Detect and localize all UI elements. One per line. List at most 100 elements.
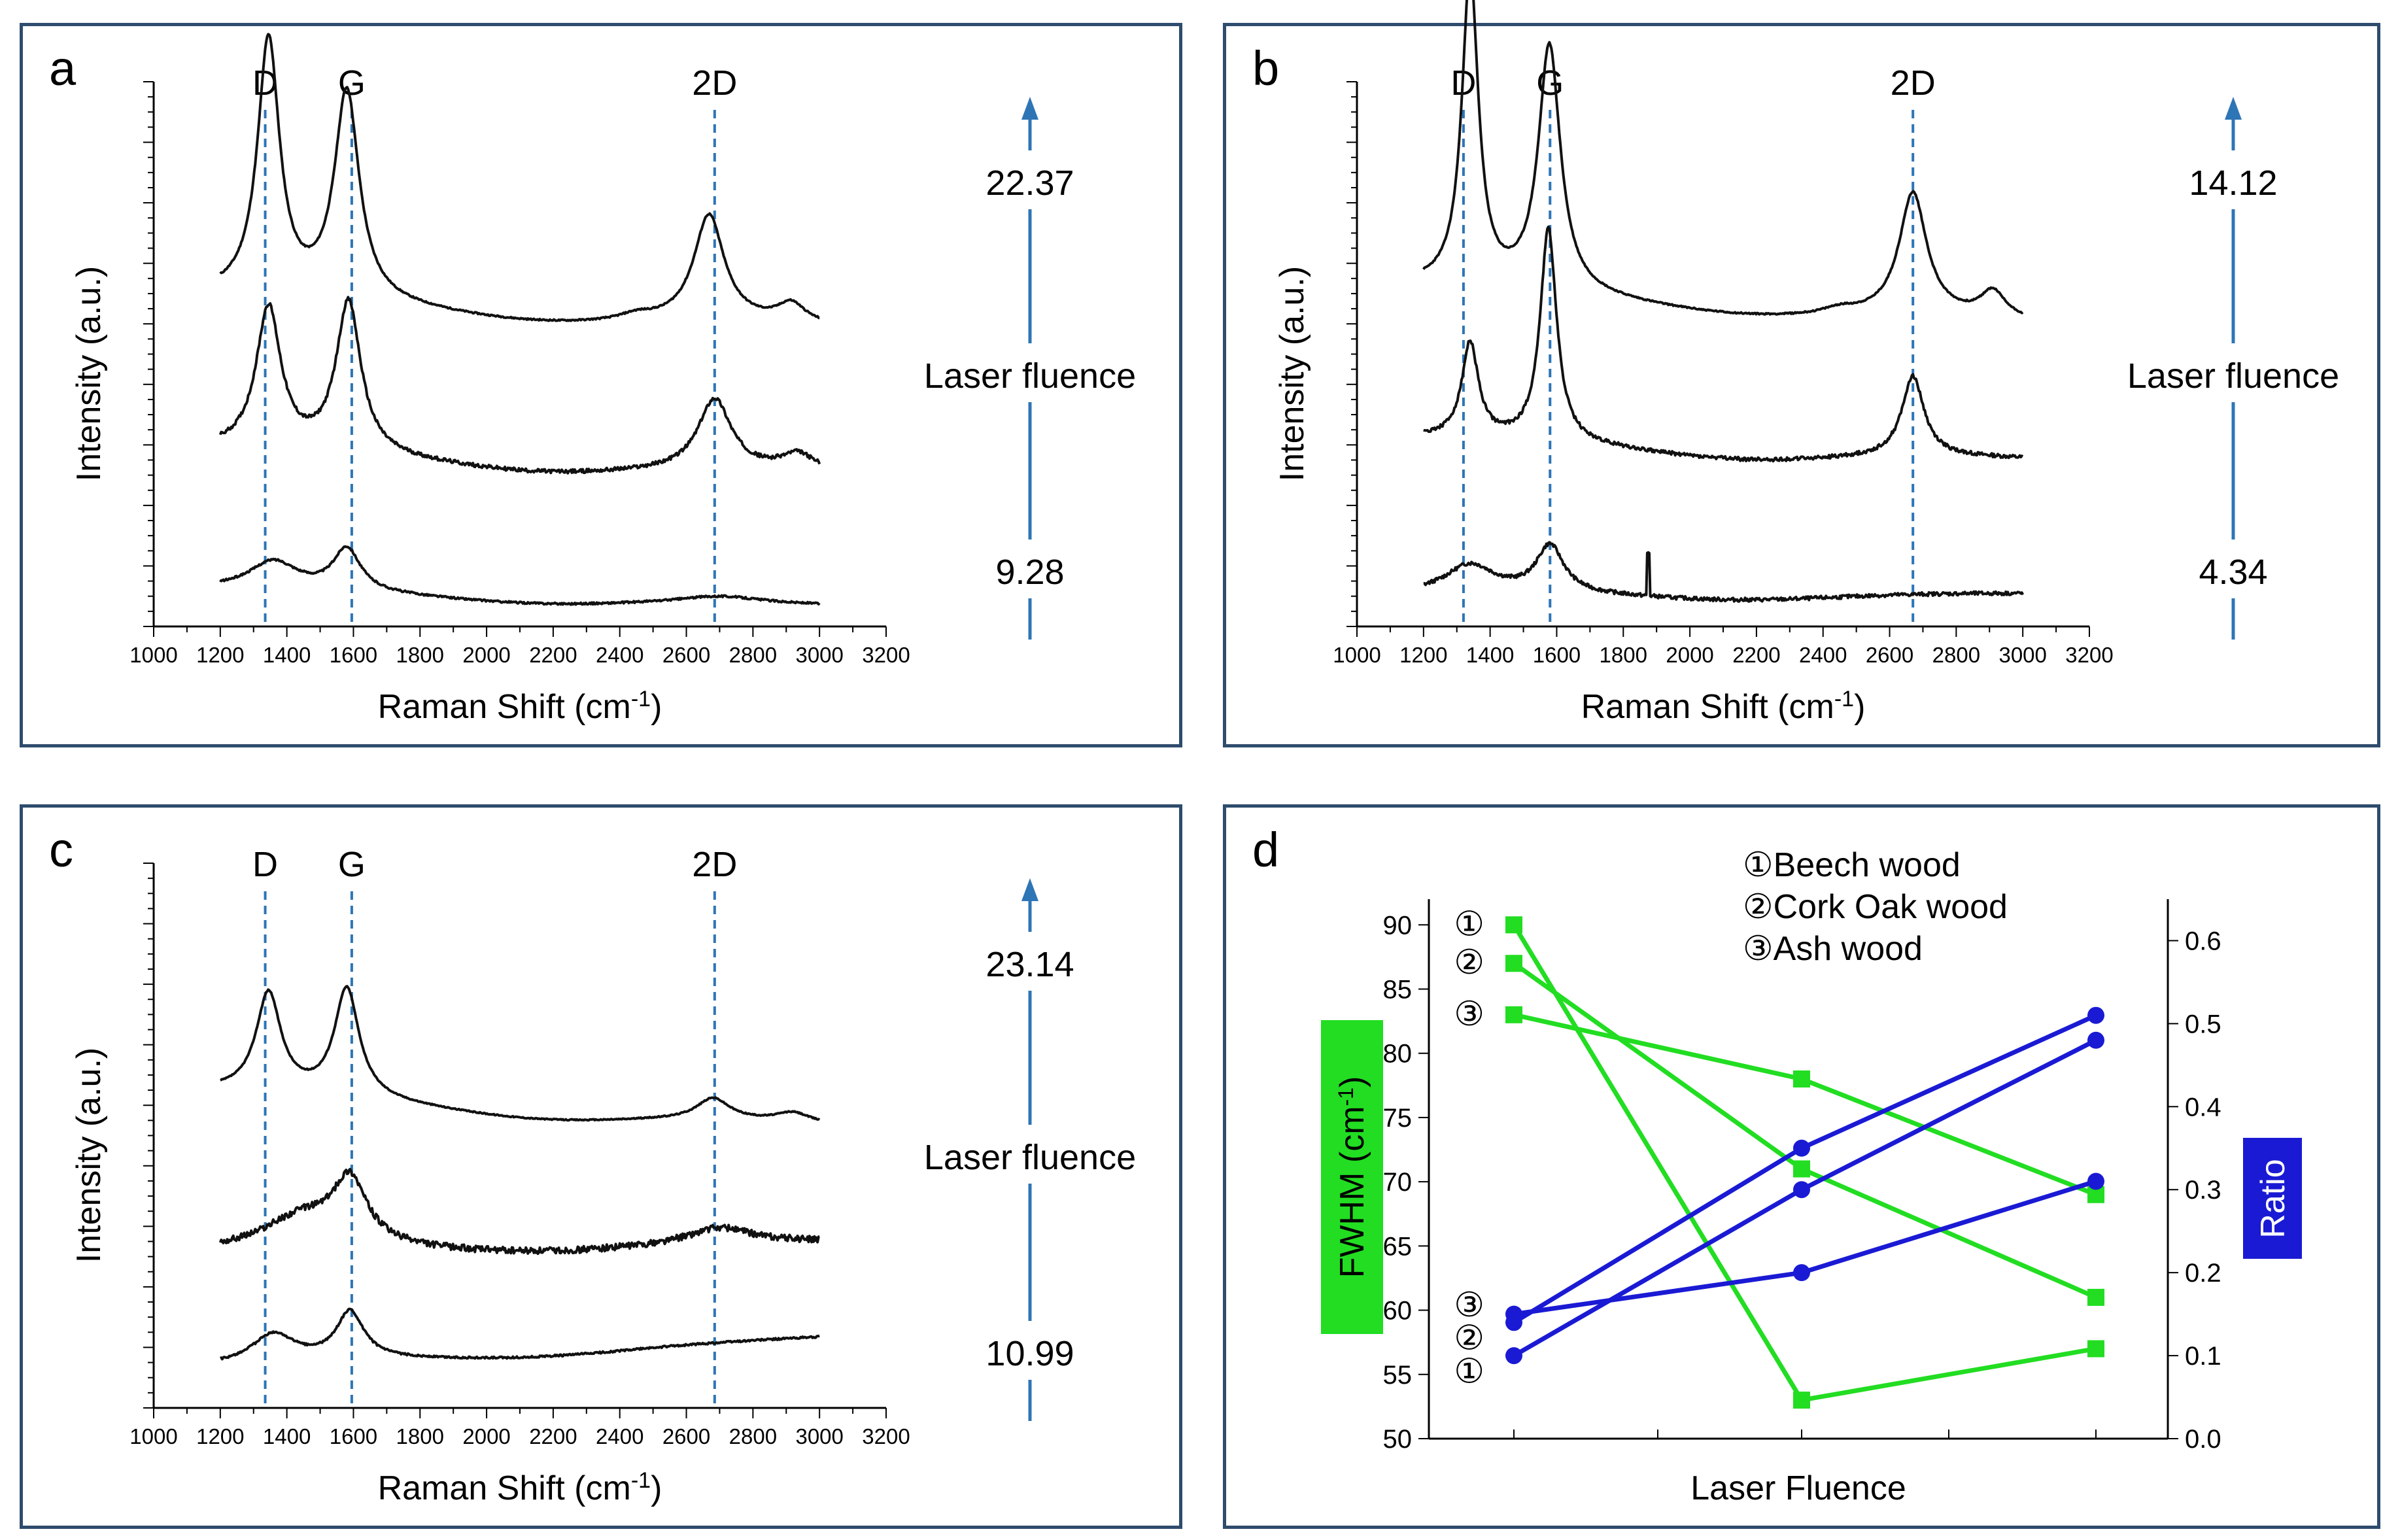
x-tick-label: 1400 bbox=[263, 1424, 311, 1448]
right-y-tick-label: 0.4 bbox=[2185, 1093, 2221, 1121]
x-tick-label: 1200 bbox=[1399, 643, 1447, 667]
fluence-label: Laser fluence bbox=[924, 356, 1136, 396]
x-tick-label: 2600 bbox=[1866, 643, 1913, 667]
fwhm-marker bbox=[1793, 1392, 1810, 1409]
series-line-6 bbox=[1513, 1179, 2097, 1317]
fluence-label: Laser fluence bbox=[2127, 356, 2339, 396]
fwhm-marker bbox=[1505, 1006, 1522, 1023]
spectrum-line-2 bbox=[218, 296, 821, 475]
fluence-label-bg bbox=[2109, 343, 2357, 402]
left-y-tick-label: 70 bbox=[1383, 1168, 1413, 1197]
x-tick-label: 1400 bbox=[263, 643, 311, 667]
left-y-tick-label: 65 bbox=[1383, 1232, 1413, 1261]
panel-a: a 1000 1200 1400 1600 1800 2000 2200 2400 2600 280… bbox=[20, 23, 1182, 747]
peak-label-2D: 2D bbox=[692, 63, 737, 103]
x-tick-label: 2200 bbox=[529, 1424, 577, 1448]
x-axis-title: Laser Fluence bbox=[1690, 1469, 1906, 1507]
x-tick-label: 1800 bbox=[396, 643, 444, 667]
x-tick-label: 3000 bbox=[1998, 643, 2046, 667]
right-y-tick-label: 0.1 bbox=[2185, 1342, 2221, 1371]
fwhm-marker bbox=[2087, 1340, 2104, 1358]
fwhm-marker bbox=[1793, 1160, 1810, 1178]
fwhm-marker bbox=[1505, 916, 1522, 934]
x-tick-label: 2000 bbox=[1666, 643, 1713, 667]
panel-d: d 50 55 60 65 70 75 80 85 90 0.0 0.1 0.2 0.3 0.4 0.5 0.6… bbox=[1223, 804, 2380, 1529]
left-y-tick-label: 75 bbox=[1383, 1104, 1413, 1133]
peak-label-D: D bbox=[252, 845, 278, 884]
legend-entry-2: ②Cork Oak wood bbox=[1743, 888, 2008, 926]
ratio-series-marker-2: ② bbox=[1454, 1320, 1484, 1358]
spectrum-line-3 bbox=[220, 1307, 820, 1361]
fluence-bottom-value: 4.34 bbox=[2199, 553, 2267, 592]
ratio-marker bbox=[1793, 1139, 1810, 1157]
ratio-marker bbox=[1505, 1347, 1522, 1365]
y-axis-title: Intensity (a.u.) bbox=[70, 266, 108, 481]
fwhm-ratio-chart-d: d 50 55 60 65 70 75 80 85 90 0.0 0.1 0.2 0.3 0.4 0.5 0.6… bbox=[1252, 823, 2302, 1507]
x-tick-label: 1400 bbox=[1466, 643, 1514, 667]
fluence-bottom-value: 10.99 bbox=[986, 1334, 1074, 1373]
x-tick-label: 1600 bbox=[1533, 643, 1581, 667]
fwhm-marker bbox=[1505, 955, 1522, 972]
spectrum-line-3 bbox=[1423, 541, 2025, 603]
y-axis-title: Intensity (a.u.) bbox=[1273, 266, 1311, 481]
spectrum-line-2 bbox=[1423, 226, 2024, 463]
x-tick-label: 2800 bbox=[1932, 643, 1980, 667]
left-y-title-bg bbox=[1321, 1020, 1383, 1334]
fluence-top-bg bbox=[2109, 150, 2357, 209]
ratio-marker bbox=[2087, 1172, 2104, 1190]
left-y-tick-label: 80 bbox=[1383, 1040, 1413, 1069]
peak-label-G: G bbox=[338, 845, 366, 884]
panel-c: c 1000 1200 1400 1600 1800 2000 2200 2400 2600 280… bbox=[20, 804, 1182, 1529]
spectrum-line-3 bbox=[219, 545, 821, 606]
fwhm-marker bbox=[1793, 1070, 1810, 1087]
peak-label-G: G bbox=[1536, 63, 1564, 103]
fluence-label-bg bbox=[906, 343, 1154, 402]
ratio-marker bbox=[1793, 1264, 1810, 1282]
fwhm-series-marker-3: ③ bbox=[1454, 995, 1484, 1033]
fluence-bottom-bg bbox=[2109, 539, 2357, 598]
right-y-axis-title: Ratio bbox=[2254, 1159, 2292, 1238]
x-tick-label: 2800 bbox=[729, 643, 777, 667]
fwhm-series-marker-1: ① bbox=[1454, 905, 1484, 943]
left-y-tick-label: 60 bbox=[1383, 1297, 1413, 1326]
fluence-top-value: 22.37 bbox=[986, 163, 1074, 203]
ratio-marker bbox=[1793, 1181, 1810, 1199]
ratio-marker bbox=[2087, 1031, 2104, 1049]
spectrum-line-2 bbox=[218, 1167, 820, 1256]
x-axis-title: Raman Shift (cm-1) bbox=[1581, 687, 1866, 726]
panel-letter: a bbox=[49, 41, 77, 95]
left-y-tick-label: 50 bbox=[1383, 1425, 1413, 1454]
spectrum-line-1 bbox=[220, 985, 821, 1122]
raman-chart-b: b 1000 1200 1400 1600 1800 2000 2200 2400 2600 280… bbox=[1252, 0, 2357, 726]
right-y-tick-label: 0.3 bbox=[2185, 1176, 2221, 1205]
x-tick-label: 2000 bbox=[462, 643, 510, 667]
x-tick-label: 2000 bbox=[462, 1424, 510, 1448]
x-tick-label: 2400 bbox=[596, 1424, 643, 1448]
right-y-tick-label: 0.2 bbox=[2185, 1259, 2221, 1288]
peak-label-2D: 2D bbox=[1891, 63, 1936, 103]
x-tick-label: 3200 bbox=[862, 1424, 910, 1448]
fluence-bottom-bg bbox=[906, 1321, 1154, 1380]
fluence-arrow-head bbox=[1021, 878, 1038, 901]
panel-b: b 1000 1200 1400 1600 1800 2000 2200 2400 2600 280… bbox=[1223, 0, 2380, 747]
right-y-tick-label: 0.5 bbox=[2185, 1010, 2221, 1038]
x-tick-label: 2200 bbox=[1732, 643, 1780, 667]
panel-letter: c bbox=[49, 823, 73, 877]
x-tick-label: 2600 bbox=[662, 643, 710, 667]
y-axis-title: Intensity (a.u.) bbox=[70, 1048, 108, 1263]
series-line-4 bbox=[1513, 1038, 2097, 1358]
panel-letter: d bbox=[1252, 823, 1279, 877]
peak-label-2D: 2D bbox=[692, 845, 737, 884]
series-line-2 bbox=[1512, 961, 2097, 1300]
x-tick-label: 2800 bbox=[729, 1424, 777, 1448]
right-y-tick-label: 0.0 bbox=[2185, 1425, 2221, 1454]
x-tick-label: 2400 bbox=[596, 643, 643, 667]
x-tick-label: 1800 bbox=[396, 1424, 444, 1448]
right-y-tick-label: 0.6 bbox=[2185, 927, 2221, 955]
fluence-arrow-head bbox=[1021, 97, 1038, 120]
fwhm-marker bbox=[2087, 1288, 2104, 1306]
x-tick-label: 1600 bbox=[330, 643, 377, 667]
ratio-series-marker-1: ③ bbox=[1454, 1286, 1484, 1324]
x-tick-label: 1000 bbox=[1333, 643, 1380, 667]
x-tick-label: 2400 bbox=[1799, 643, 1847, 667]
